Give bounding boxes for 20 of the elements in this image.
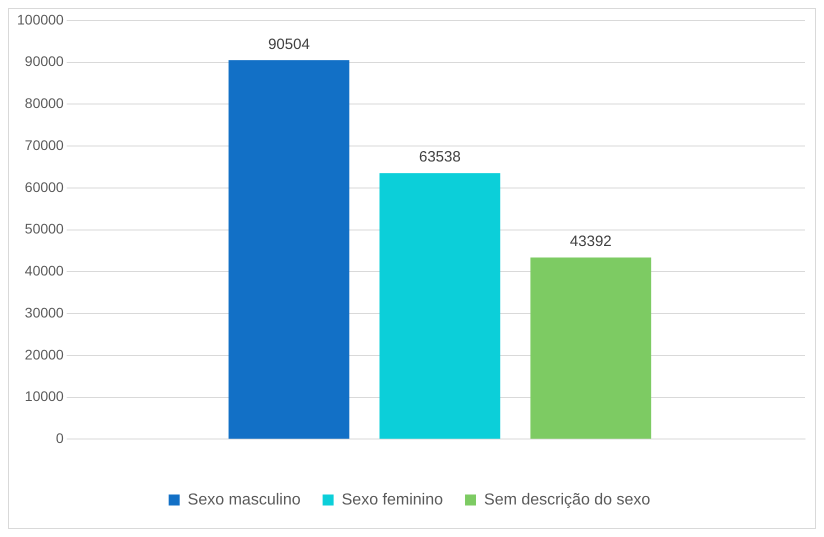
y-tick-label: 70000 (24, 136, 64, 153)
bar (228, 60, 350, 439)
data-label: 63538 (419, 148, 461, 166)
legend-label: Sexo feminino (342, 491, 444, 508)
y-tick-label: 100000 (17, 11, 64, 28)
y-tick-label: 80000 (24, 95, 64, 112)
y-tick-label: 40000 (24, 262, 64, 279)
data-label: 43392 (570, 233, 612, 250)
data-label: 90504 (268, 36, 310, 53)
y-tick-label: 30000 (24, 304, 64, 320)
y-tick-label: 60000 (24, 178, 64, 195)
y-tick-label: 20000 (24, 346, 64, 362)
legend-label: Sexo masculino (188, 491, 301, 508)
y-tick-label: 50000 (24, 220, 64, 237)
y-tick-label: 90000 (24, 53, 64, 70)
legend-label: Sem descrição do sexo (484, 491, 650, 508)
y-tick-label: 10000 (24, 388, 64, 404)
y-tick-label: 0 (56, 430, 64, 446)
bar (530, 257, 652, 439)
bar (379, 173, 500, 439)
